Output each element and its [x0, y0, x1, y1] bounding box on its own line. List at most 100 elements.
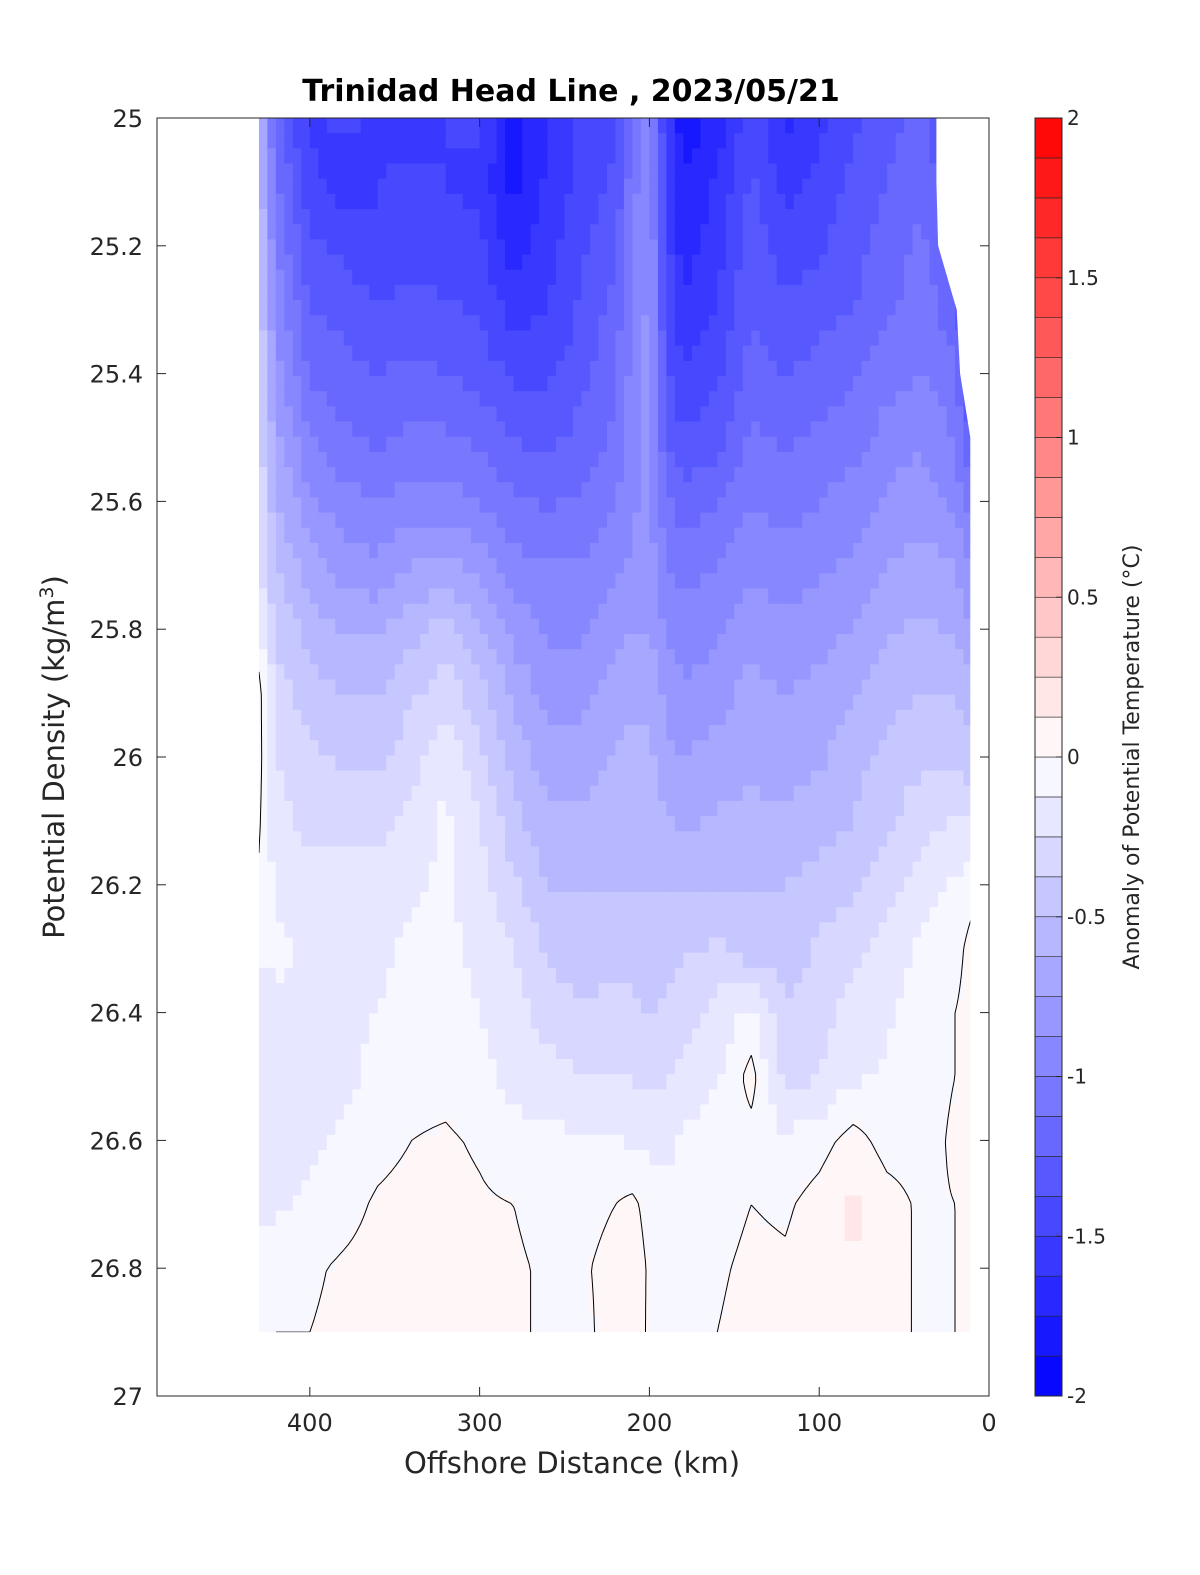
- anomaly-cell: [785, 315, 795, 332]
- anomaly-cell: [929, 694, 939, 711]
- anomaly-cell: [836, 269, 846, 286]
- anomaly-cell: [708, 542, 718, 559]
- anomaly-cell: [301, 679, 311, 696]
- anomaly-cell: [360, 694, 370, 711]
- anomaly-cell: [547, 148, 557, 165]
- anomaly-cell: [556, 542, 566, 559]
- anomaly-cell: [785, 193, 795, 210]
- anomaly-cell: [522, 740, 532, 757]
- anomaly-cell: [615, 406, 625, 423]
- anomaly-cell: [912, 770, 922, 787]
- anomaly-cell: [530, 588, 540, 605]
- anomaly-cell: [445, 831, 455, 848]
- anomaly-cell: [649, 573, 659, 590]
- anomaly-cell: [887, 846, 897, 863]
- anomaly-cell: [513, 193, 523, 210]
- anomaly-cell: [751, 937, 761, 954]
- anomaly-cell: [573, 861, 583, 878]
- anomaly-cell: [955, 876, 965, 893]
- anomaly-cell: [759, 740, 769, 757]
- anomaly-cell: [751, 497, 761, 514]
- anomaly-cell: [573, 922, 583, 939]
- anomaly-cell: [335, 952, 345, 969]
- anomaly-cell: [768, 770, 778, 787]
- anomaly-cell: [369, 315, 379, 332]
- anomaly-cell: [420, 725, 430, 741]
- anomaly-cell: [471, 664, 481, 681]
- anomaly-cell: [326, 391, 336, 407]
- anomaly-cell: [819, 861, 829, 878]
- anomaly-cell: [335, 239, 345, 256]
- anomaly-cell: [284, 254, 294, 271]
- anomaly-cell: [556, 497, 566, 514]
- anomaly-cell: [513, 512, 523, 529]
- anomaly-cell: [581, 770, 591, 787]
- anomaly-cell: [598, 527, 608, 544]
- anomaly-cell: [802, 907, 812, 923]
- anomaly-cell: [352, 163, 362, 180]
- anomaly-cell: [742, 148, 752, 165]
- anomaly-cell: [267, 800, 277, 817]
- anomaly-cell: [394, 770, 404, 787]
- anomaly-cell: [691, 998, 701, 1014]
- anomaly-cell: [564, 527, 574, 544]
- anomaly-cell: [292, 633, 302, 650]
- anomaly-cell: [734, 300, 744, 316]
- anomaly-cell: [657, 983, 667, 999]
- anomaly-cell: [751, 588, 761, 605]
- anomaly-cell: [479, 770, 489, 787]
- anomaly-cell: [725, 451, 735, 468]
- anomaly-cell: [589, 209, 600, 225]
- anomaly-cell: [598, 254, 608, 271]
- anomaly-cell: [606, 284, 617, 301]
- anomaly-cell: [522, 846, 532, 863]
- anomaly-cell: [258, 573, 268, 590]
- anomaly-cell: [352, 967, 362, 984]
- anomaly-cell: [301, 148, 311, 165]
- anomaly-cell: [284, 967, 294, 984]
- anomaly-cell: [284, 679, 294, 696]
- anomaly-cell: [488, 937, 498, 954]
- anomaly-cell: [725, 224, 735, 241]
- anomaly-cell: [708, 588, 718, 605]
- anomaly-cell: [776, 800, 786, 817]
- anomaly-cell: [556, 345, 566, 362]
- anomaly-cell: [403, 679, 413, 696]
- anomaly-cell: [700, 664, 710, 681]
- anomaly-cell: [853, 451, 863, 468]
- anomaly-cell: [386, 573, 396, 590]
- anomaly-cell: [751, 542, 761, 559]
- anomaly-cell: [318, 800, 328, 817]
- anomaly-cell: [887, 588, 897, 605]
- anomaly-cell: [759, 983, 769, 999]
- anomaly-cell: [827, 967, 837, 984]
- anomaly-cell: [946, 573, 956, 590]
- anomaly-cell: [445, 239, 455, 256]
- anomaly-cell: [717, 876, 727, 893]
- anomaly-cell: [640, 891, 651, 908]
- anomaly-cell: [284, 451, 294, 468]
- anomaly-cell: [488, 618, 498, 635]
- anomaly-cell: [912, 967, 922, 984]
- anomaly-cell: [623, 937, 634, 954]
- anomaly-cell: [836, 330, 846, 347]
- anomaly-cell: [589, 755, 600, 772]
- anomaly-cell: [258, 269, 268, 286]
- anomaly-cell: [708, 178, 718, 195]
- anomaly-cell: [309, 482, 319, 499]
- anomaly-cell: [751, 785, 761, 802]
- anomaly-cell: [496, 527, 506, 544]
- anomaly-cell: [853, 360, 863, 377]
- anomaly-cell: [887, 922, 897, 939]
- anomaly-cell: [734, 967, 744, 984]
- anomaly-cell: [895, 148, 905, 165]
- anomaly-cell: [454, 148, 464, 165]
- anomaly-cell: [589, 406, 600, 423]
- anomaly-cell: [573, 633, 583, 650]
- anomaly-cell: [258, 831, 268, 848]
- anomaly-cell: [853, 118, 863, 134]
- anomaly-cell: [742, 846, 752, 863]
- anomaly-cell: [352, 193, 362, 210]
- anomaly-cell: [742, 163, 752, 180]
- anomaly-cell: [471, 345, 481, 362]
